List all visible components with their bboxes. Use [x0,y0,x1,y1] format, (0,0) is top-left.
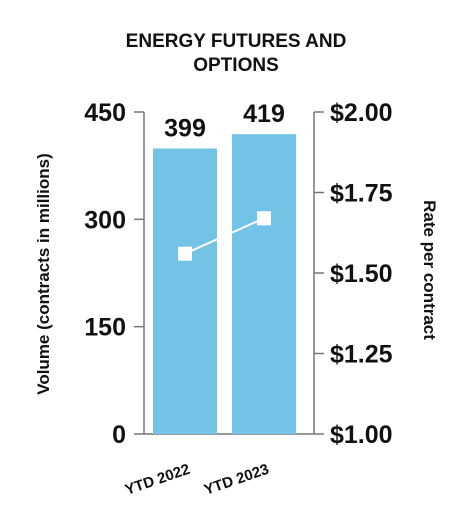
chart-title-line-1: ENERGY FUTURES AND [125,31,347,52]
volume-bar [153,148,217,434]
left-axis-title: Volume (contracts in millions) [34,153,53,395]
left-tick-label: 450 [84,99,126,127]
left-tick-label: 300 [84,206,126,234]
right-tick-label: $1.00 [330,421,393,449]
left-tick-label: 150 [84,314,126,342]
volume-bar [232,134,296,434]
bar-data-label: 419 [243,100,285,128]
right-tick-label: $1.25 [330,341,393,369]
right-axis: $1.00 $1.25 $1.50 $1.75 $2.00 [313,99,393,449]
left-axis: 0 150 300 450 [84,99,314,449]
right-tick-label: $2.00 [330,99,393,127]
chart-title: ENERGY FUTURES AND OPTIONS [0,30,472,78]
rate-line-series [178,211,271,261]
chart-title-line-2: OPTIONS [193,55,279,76]
bars: 399 419 [153,100,296,434]
right-tick-label: $1.75 [330,180,393,208]
right-tick-label: $1.50 [330,260,393,288]
rate-point [178,246,192,261]
category-labels: YTD 2022 YTD 2023 [123,461,271,499]
left-tick-label: 0 [112,421,126,449]
category-label: YTD 2022 [123,461,192,499]
rate-point [257,211,271,226]
right-axis-title: Rate per contract [420,200,439,340]
category-label: YTD 2023 [202,461,271,499]
rate-line [184,217,265,255]
bar-data-label: 399 [164,114,206,142]
